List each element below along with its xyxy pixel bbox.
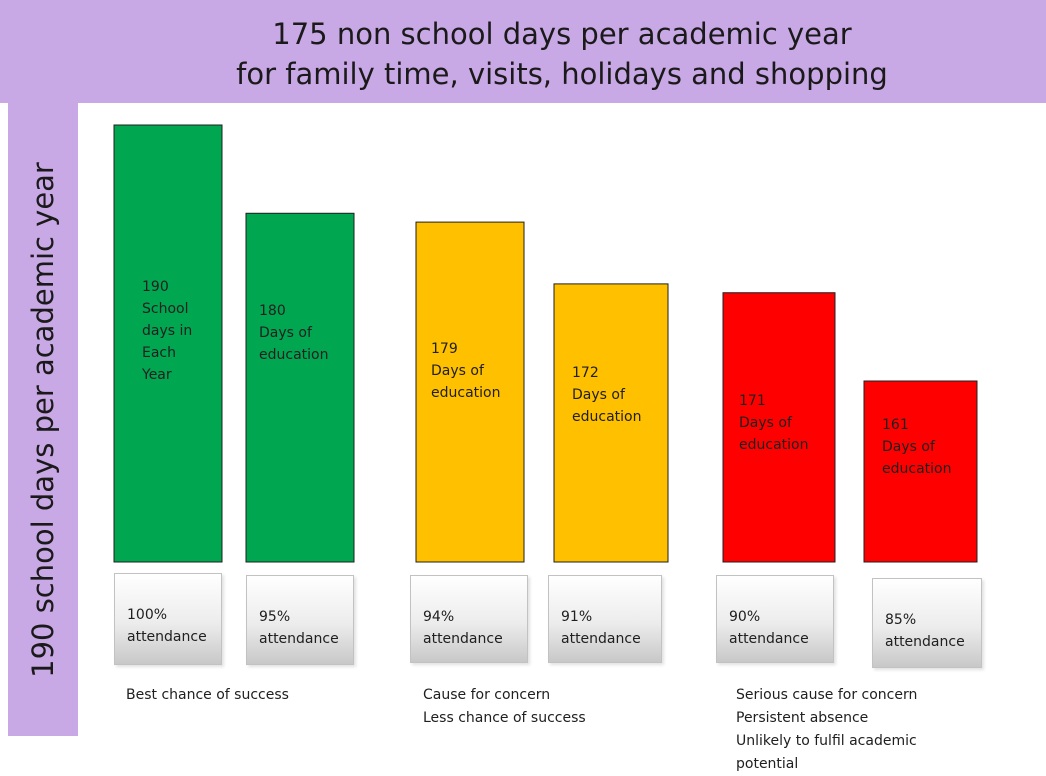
- group-note-3-line-1: Serious cause for concern: [736, 684, 917, 707]
- attendance-label-1: 100% attendance: [127, 604, 207, 648]
- bar-label-4: 172 Days of education: [572, 362, 641, 428]
- bar-label-5: 171 Days of education: [739, 390, 808, 456]
- attendance-label-6: 85% attendance: [885, 609, 965, 653]
- attendance-label-3: 94% attendance: [423, 606, 503, 650]
- group-note-3-line-2: Persistent absence: [736, 707, 917, 730]
- attendance-box-4: 91% attendance: [548, 575, 662, 663]
- bar-label-1: 190 School days in Each Year: [142, 276, 192, 386]
- attendance-label-4: 91% attendance: [561, 606, 641, 650]
- bar-label-2: 180 Days of education: [259, 300, 328, 366]
- attendance-box-5: 90% attendance: [716, 575, 834, 663]
- attendance-box-2: 95% attendance: [246, 575, 354, 665]
- bar-label-3: 179 Days of education: [431, 338, 500, 404]
- group-note-2-line-1: Cause for concern: [423, 684, 586, 707]
- group-note-3-line-4: potential: [736, 753, 917, 776]
- group-note-2: Cause for concern Less chance of success: [423, 684, 586, 730]
- bar-label-6: 161 Days of education: [882, 414, 951, 480]
- group-note-3: Serious cause for concern Persistent abse…: [736, 684, 917, 776]
- attendance-box-1: 100% attendance: [114, 573, 222, 665]
- group-note-1: Best chance of success: [126, 684, 289, 707]
- group-note-2-line-2: Less chance of success: [423, 707, 586, 730]
- group-note-3-line-3: Unlikely to fulfil academic: [736, 730, 917, 753]
- attendance-label-5: 90% attendance: [729, 606, 809, 650]
- group-note-1-line-1: Best chance of success: [126, 684, 289, 707]
- attendance-box-3: 94% attendance: [410, 575, 528, 663]
- attendance-label-2: 95% attendance: [259, 606, 339, 650]
- attendance-box-6: 85% attendance: [872, 578, 982, 668]
- bar-2: [246, 213, 354, 562]
